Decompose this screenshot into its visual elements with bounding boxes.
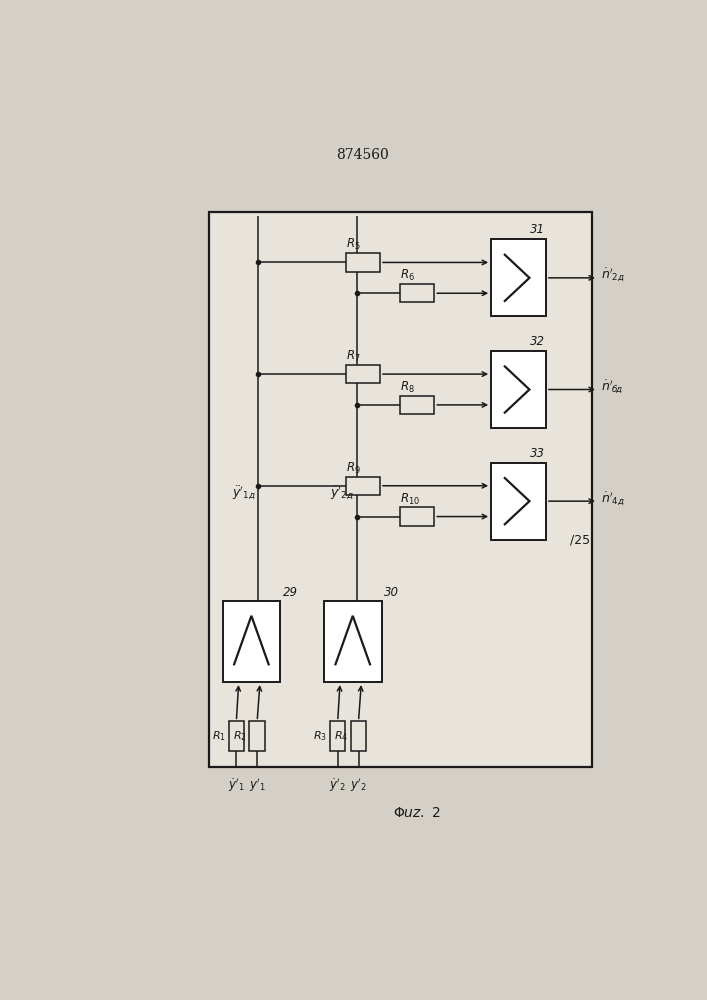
Text: $\dot{y}'_1$: $\dot{y}'_1$ bbox=[228, 776, 245, 794]
Text: $\Phi u z.\ 2$: $\Phi u z.\ 2$ bbox=[393, 806, 441, 820]
Text: $\dot{n}'_{2д}$: $\dot{n}'_{2д}$ bbox=[601, 267, 625, 284]
Text: $R_1$: $R_1$ bbox=[212, 729, 226, 743]
Text: $y'_2$: $y'_2$ bbox=[350, 776, 367, 794]
Text: $R_9$: $R_9$ bbox=[346, 461, 361, 476]
Text: 33: 33 bbox=[530, 447, 545, 460]
Bar bbox=[250, 721, 265, 751]
Bar bbox=[491, 463, 546, 540]
Text: $R_3$: $R_3$ bbox=[313, 729, 327, 743]
Text: $y'_1$: $y'_1$ bbox=[249, 776, 266, 794]
Text: 30: 30 bbox=[385, 586, 399, 599]
Bar bbox=[491, 351, 546, 428]
Text: $\ddot{y}'_{1д}$: $\ddot{y}'_{1д}$ bbox=[232, 485, 255, 502]
Bar bbox=[400, 284, 434, 302]
Text: $\ddot{y}'_{2д}$: $\ddot{y}'_{2д}$ bbox=[330, 485, 354, 502]
Bar bbox=[400, 396, 434, 414]
Text: /25: /25 bbox=[570, 533, 590, 546]
Text: $R_{10}$: $R_{10}$ bbox=[400, 491, 420, 507]
Bar bbox=[351, 721, 366, 751]
Text: 32: 32 bbox=[530, 335, 545, 348]
Text: $\dot{n}'_{4д}$: $\dot{n}'_{4д}$ bbox=[601, 490, 625, 508]
Bar bbox=[491, 239, 546, 316]
Text: $R_6$: $R_6$ bbox=[400, 268, 415, 283]
Bar bbox=[330, 721, 345, 751]
Bar bbox=[346, 253, 380, 272]
Text: $R_5$: $R_5$ bbox=[346, 237, 361, 252]
Bar bbox=[209, 212, 592, 767]
Text: $\dot{y}'_2$: $\dot{y}'_2$ bbox=[329, 776, 346, 794]
Bar bbox=[400, 507, 434, 526]
Text: $R_7$: $R_7$ bbox=[346, 349, 361, 364]
Text: $\dot{n}'_{б\!д}$: $\dot{n}'_{б\!д}$ bbox=[601, 378, 623, 396]
Bar bbox=[324, 601, 382, 682]
Bar bbox=[223, 601, 280, 682]
Text: 29: 29 bbox=[283, 586, 298, 599]
Text: 31: 31 bbox=[530, 223, 545, 236]
Text: 874560: 874560 bbox=[336, 148, 389, 162]
Bar bbox=[228, 721, 244, 751]
Text: $R_2$: $R_2$ bbox=[233, 729, 247, 743]
Text: $R_8$: $R_8$ bbox=[400, 380, 415, 395]
Bar bbox=[346, 477, 380, 495]
Text: $R_4$: $R_4$ bbox=[334, 729, 348, 743]
Bar bbox=[346, 365, 380, 383]
